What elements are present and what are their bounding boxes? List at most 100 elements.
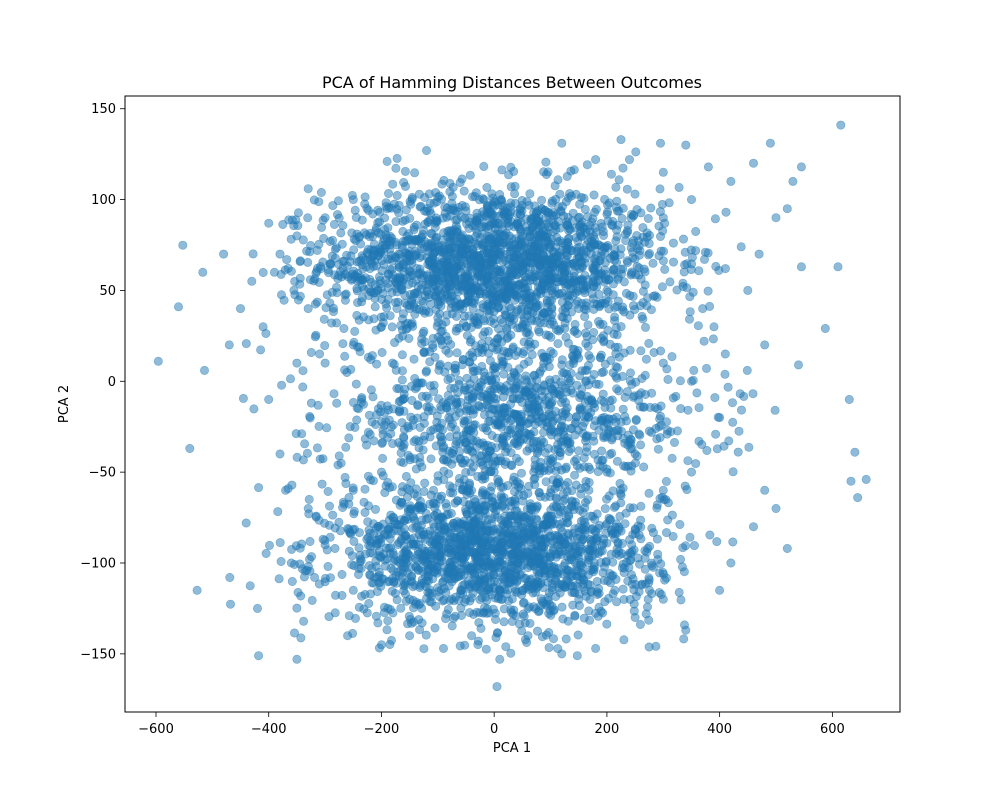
scatter-point [495, 585, 505, 595]
scatter-point [333, 460, 343, 470]
scatter-point [574, 522, 584, 532]
scatter-point [350, 205, 360, 215]
scatter-point [620, 229, 630, 239]
scatter-point [580, 312, 590, 322]
scatter-point [689, 541, 699, 551]
scatter-point [571, 412, 581, 422]
scatter-point [352, 286, 362, 296]
scatter-point [436, 334, 446, 344]
scatter-point [637, 311, 647, 321]
scatter-point [600, 299, 610, 309]
scatter-point [468, 409, 478, 419]
scatter-point [303, 503, 313, 513]
scatter-point [476, 526, 486, 536]
scatter-point [277, 380, 287, 390]
scatter-point [254, 483, 264, 493]
scatter-point [436, 437, 446, 447]
scatter-point [535, 457, 545, 467]
scatter-point [692, 388, 702, 398]
scatter-point [635, 430, 645, 440]
scatter-point [395, 558, 405, 568]
scatter-point [506, 372, 516, 382]
scatter-point [405, 304, 415, 314]
scatter-point [734, 426, 744, 436]
scatter-point [479, 410, 489, 420]
scatter-point [668, 238, 678, 248]
scatter-point [369, 436, 379, 446]
scatter-point [534, 487, 544, 497]
scatter-point [426, 454, 436, 464]
scatter-point [754, 249, 764, 259]
scatter-point [393, 297, 403, 307]
scatter-point [299, 572, 309, 582]
scatter-point [490, 242, 500, 252]
scatter-point [297, 539, 307, 549]
scatter-point [319, 314, 329, 324]
scatter-point [392, 383, 402, 393]
scatter-point [476, 380, 486, 390]
scatter-point [383, 189, 393, 199]
scatter-point [720, 369, 730, 379]
scatter-point [651, 423, 661, 433]
scatter-point [322, 423, 332, 433]
scatter-point [498, 392, 508, 402]
scatter-point [450, 498, 460, 508]
scatter-point [447, 291, 457, 301]
scatter-point [314, 239, 324, 249]
scatter-point [467, 539, 477, 549]
scatter-point [682, 485, 692, 495]
scatter-point [375, 279, 385, 289]
scatter-point [324, 268, 334, 278]
scatter-point [441, 317, 451, 327]
scatter-point [408, 420, 418, 430]
scatter-point [448, 488, 458, 498]
scatter-point [410, 373, 420, 383]
scatter-point [497, 550, 507, 560]
scatter-point [541, 630, 551, 640]
scatter-point [339, 323, 349, 333]
scatter-point [554, 326, 564, 336]
scatter-point [608, 290, 618, 300]
scatter-point [397, 366, 407, 376]
scatter-point [579, 453, 589, 463]
scatter-point [491, 561, 501, 571]
scatter-point [452, 348, 462, 358]
scatter-point [793, 360, 803, 370]
scatter-point [574, 304, 584, 314]
scatter-point [519, 337, 529, 347]
scatter-point [354, 602, 364, 612]
scatter-point [541, 330, 551, 340]
scatter-point [185, 443, 195, 453]
scatter-point [460, 383, 470, 393]
scatter-point [433, 394, 443, 404]
scatter-point [292, 654, 302, 664]
scatter-point [345, 422, 355, 432]
scatter-point [460, 579, 470, 589]
scatter-point [628, 503, 638, 513]
scatter-point [491, 363, 501, 373]
scatter-point [676, 595, 686, 605]
scatter-point [557, 355, 567, 365]
y-axis-label: PCA 2 [57, 385, 72, 423]
scatter-point [517, 196, 527, 206]
scatter-point [517, 322, 527, 332]
scatter-point [570, 470, 580, 480]
scatter-point [691, 227, 701, 237]
scatter-point [541, 157, 551, 167]
scatter-point [586, 375, 596, 385]
scatter-point [315, 349, 325, 359]
scatter-point [516, 227, 526, 237]
scatter-point [563, 290, 573, 300]
scatter-point [382, 554, 392, 564]
scatter-point [653, 549, 663, 559]
scatter-point [844, 394, 854, 404]
scatter-point [608, 266, 618, 276]
scatter-point [526, 504, 536, 514]
scatter-point [481, 644, 491, 654]
scatter-point [616, 244, 626, 254]
scatter-point [538, 274, 548, 284]
scatter-point [457, 485, 467, 495]
scatter-point [609, 502, 619, 512]
scatter-point [708, 334, 718, 344]
scatter-point [325, 259, 335, 269]
